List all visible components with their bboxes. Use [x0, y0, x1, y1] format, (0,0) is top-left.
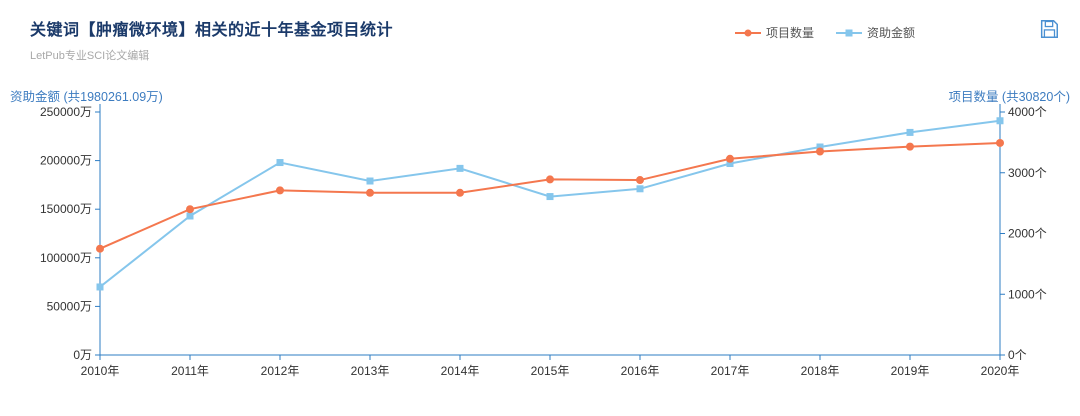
svg-text:2015年: 2015年	[531, 364, 570, 378]
svg-text:2000个: 2000个	[1008, 227, 1047, 241]
svg-text:0万: 0万	[73, 348, 92, 362]
right-axis-caption: 项目数量 (共30820个)	[948, 90, 1070, 104]
svg-text:4000个: 4000个	[1008, 105, 1047, 119]
svg-text:2018年: 2018年	[801, 364, 840, 378]
svg-text:2017年: 2017年	[711, 364, 750, 378]
chart-legend: 项目数量 资助金额	[735, 24, 915, 41]
page-subtitle: LetPub专业SCI论文编辑	[30, 50, 150, 62]
svg-text:2013年: 2013年	[351, 364, 390, 378]
svg-text:200000万: 200000万	[40, 154, 92, 168]
legend-item-project-count[interactable]: 项目数量	[735, 24, 814, 41]
svg-text:50000万: 50000万	[47, 299, 92, 313]
svg-text:2014年: 2014年	[441, 364, 480, 378]
svg-text:2016年: 2016年	[621, 364, 660, 378]
chart-canvas[interactable]: 0万 50000万 100000万 150000万 200000万 250000万 0个 10…	[0, 100, 1080, 400]
legend-label-project-count: 项目数量	[766, 26, 815, 40]
svg-text:2020年: 2020年	[981, 364, 1020, 378]
svg-text:0个: 0个	[1008, 348, 1027, 362]
svg-text:2011年: 2011年	[171, 364, 209, 378]
svg-text:3000个: 3000个	[1008, 166, 1047, 180]
svg-text:2012年: 2012年	[261, 364, 300, 378]
svg-text:250000万: 250000万	[40, 105, 92, 119]
legend-square-icon	[845, 29, 853, 36]
svg-text:2010年: 2010年	[81, 364, 120, 378]
svg-text:2019年: 2019年	[891, 364, 930, 378]
left-axis-caption: 资助金额 (共1980261.09万)	[10, 90, 163, 104]
svg-text:100000万: 100000万	[40, 251, 92, 265]
save-image-icon[interactable]	[1038, 18, 1060, 40]
svg-text:1000个: 1000个	[1008, 287, 1047, 301]
legend-line-square-marker	[836, 29, 863, 36]
legend-label-funding-amount: 资助金额	[867, 26, 916, 40]
chart-header: 关键词【肿瘤微环境】相关的近十年基金项目统计 LetPub专业SCI论文编辑	[30, 16, 393, 63]
chart-area: 0万 50000万 100000万 150000万 200000万 250000万 0个 10…	[0, 100, 1080, 400]
legend-circle-icon	[744, 29, 752, 36]
svg-text:150000万: 150000万	[40, 202, 92, 216]
legend-line-circle-marker	[735, 29, 761, 36]
page-title: 关键词【肿瘤微环境】相关的近十年基金项目统计	[30, 22, 394, 39]
legend-item-funding-amount[interactable]: 资助金额	[836, 24, 915, 41]
